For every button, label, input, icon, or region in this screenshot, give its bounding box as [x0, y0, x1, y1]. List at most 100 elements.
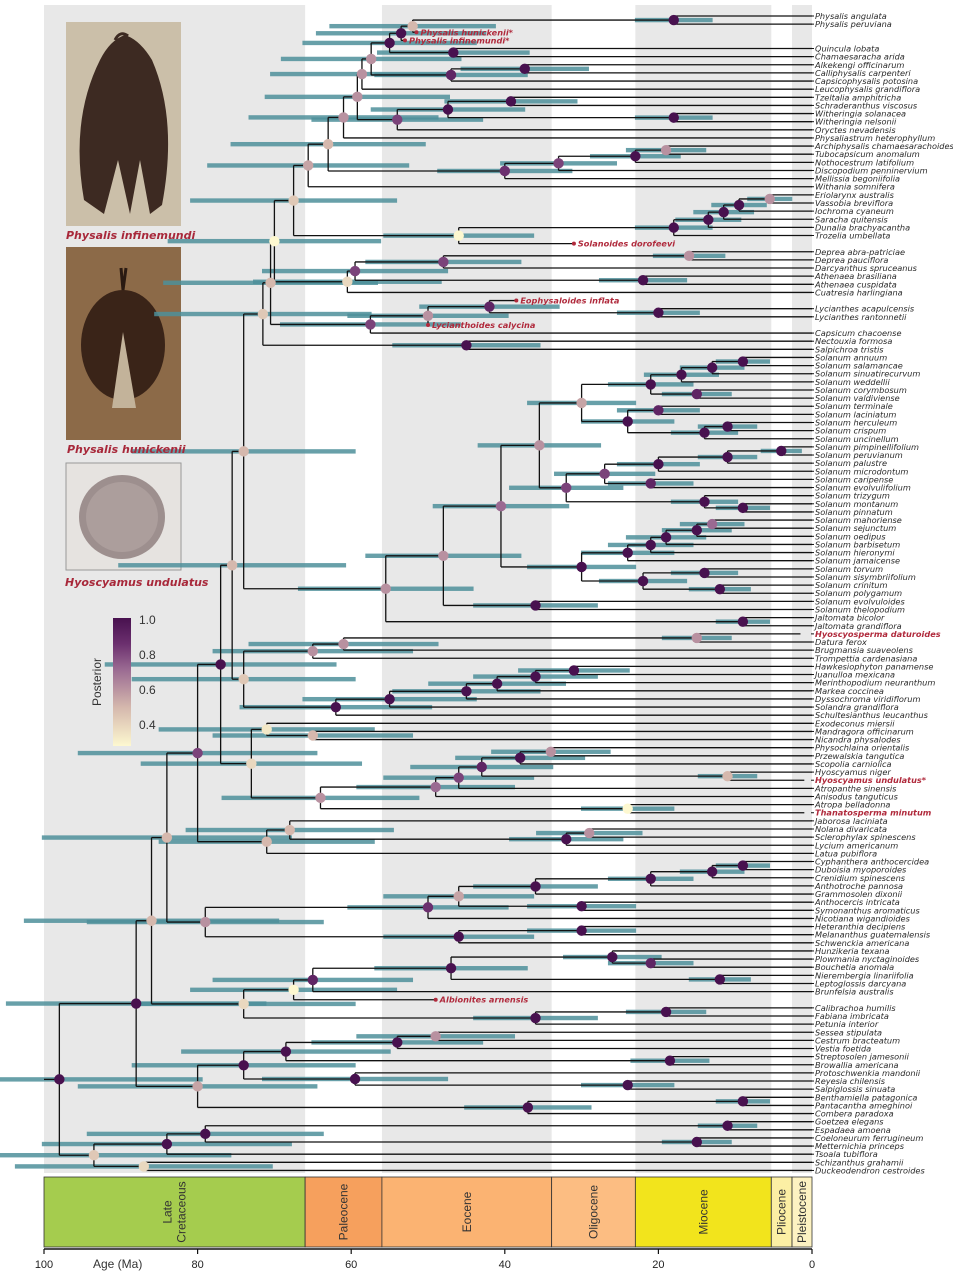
taxon-label: Calibrachoa humilis [815, 1003, 896, 1013]
taxon-label: Nothocestrum latifolium [815, 157, 914, 167]
axis-tick-label: 0 [809, 1259, 815, 1271]
node-posterior-marker [519, 63, 530, 75]
period-late-cretaceous [43, 1176, 306, 1248]
taxon-label: Solanum jamaicense [815, 556, 900, 566]
figure-label-hyoscyamus-undulatus: Hyoscyamus undulatus [65, 576, 209, 589]
fossil-tip-marker [571, 241, 576, 246]
node-posterior-marker [307, 645, 318, 657]
taxon-label: Dunalia brachyacantha [815, 222, 910, 232]
taxon-label: Benthamiella patagonica [815, 1092, 917, 1102]
taxon-label: Solanum palustre [815, 458, 887, 468]
taxon-label: Pantacantha ameghinoi [815, 1100, 913, 1110]
node-posterior-marker [699, 496, 710, 507]
node-posterior-marker [691, 388, 702, 400]
node-posterior-marker [764, 193, 775, 205]
node-posterior-marker [315, 792, 326, 804]
taxon-label: Mellissia begoniifolia [815, 174, 900, 184]
taxon-label: Goetzea elegans [815, 1117, 884, 1127]
node-posterior-marker [322, 138, 334, 150]
legend-tick-0-6: 0.6 [139, 683, 156, 697]
fossil-taxon-label: Lycianthoides calycina [432, 320, 535, 330]
taxon-label: Solanum sisymbriifolium [815, 572, 916, 582]
node-posterior-marker [714, 974, 726, 985]
node-posterior-marker [257, 308, 269, 320]
node-posterior-marker [130, 998, 142, 1009]
taxon-label: Solanum uncinellum [815, 434, 899, 444]
node-posterior-marker [453, 772, 464, 783]
node-posterior-marker [438, 550, 449, 561]
node-posterior-marker [392, 1037, 403, 1048]
node-posterior-marker [576, 397, 587, 409]
taxon-label: Fabiana imbricata [815, 1011, 889, 1021]
node-posterior-marker [514, 752, 526, 764]
taxon-label: Solanum annuum [815, 352, 887, 362]
node-posterior-marker [664, 1055, 676, 1066]
taxon-label: Salpichroa tristis [815, 344, 884, 354]
node-posterior-marker [307, 730, 318, 741]
taxon-label: Witheringia nelsonii [815, 117, 897, 127]
node-posterior-marker [192, 1081, 203, 1092]
period-label: Pleistocene [795, 1181, 809, 1243]
period-miocene [634, 1176, 772, 1248]
node-posterior-marker [576, 901, 587, 912]
node-posterior-marker [226, 560, 238, 571]
taxon-label: Lycianthes acapulcensis [815, 304, 915, 314]
node-posterior-marker [776, 445, 787, 457]
node-posterior-marker [668, 14, 679, 26]
taxon-label: Sessea stipulata [815, 1027, 882, 1037]
taxon-label: Chamaesaracha arida [815, 52, 905, 62]
taxon-label: Duckeodendron cestroides [815, 1165, 925, 1175]
taxon-label: Deprea pauciflora [815, 255, 888, 265]
taxon-label: Quincula lobata [815, 44, 879, 54]
node-posterior-marker [576, 561, 587, 573]
node-posterior-marker [288, 984, 299, 996]
node-posterior-marker [714, 583, 726, 595]
node-posterior-marker [445, 963, 457, 974]
node-posterior-marker [645, 379, 656, 390]
node-posterior-marker [653, 458, 664, 470]
node-posterior-marker [737, 860, 749, 871]
fossil-tip-marker [414, 30, 419, 35]
node-posterior-marker [200, 1128, 211, 1140]
node-posterior-marker [622, 547, 633, 559]
node-posterior-marker [395, 28, 407, 39]
node-posterior-marker [330, 701, 342, 713]
fossil-taxon-label: Eophysaloides inflata [520, 296, 619, 306]
node-markers [54, 14, 787, 1172]
node-posterior-marker [88, 1150, 100, 1161]
taxon-label: Sclerophylax spinescens [815, 832, 916, 842]
period-paleocene [304, 1176, 383, 1248]
taxon-label: Datura ferox [815, 637, 867, 647]
taxon-label: Duboisia myoporoides [815, 865, 907, 875]
taxon-label: Coeloneurum ferrugineum [815, 1133, 923, 1143]
node-posterior-marker [384, 37, 395, 49]
hyoscyamus-undulatus-image [65, 462, 182, 571]
taxon-label: Streptosolen jamesonii [815, 1052, 910, 1062]
node-posterior-marker [622, 1079, 633, 1091]
taxon-label: Discopodium penninervium [815, 165, 928, 175]
fossil-taxon-label: Solanoides dorofeevi [578, 239, 675, 249]
node-posterior-marker [505, 96, 517, 107]
taxon-label: Hunzikeria texana [815, 946, 889, 956]
fossil-taxon-label: Physalis hunickenii* [420, 27, 513, 37]
node-posterior-marker [161, 1138, 173, 1150]
taxon-label: Capsicophysalis potosina [815, 76, 918, 86]
node-posterior-marker [476, 761, 487, 773]
node-posterior-marker [261, 724, 272, 735]
fossil-taxon-label: Hyoscyamus undulatus* [815, 775, 927, 785]
node-posterior-marker [645, 539, 656, 551]
taxon-label: Trompettia cardenasiana [815, 653, 917, 663]
taxon-label: Atropa belladonna [814, 800, 890, 810]
taxon-label: Lycium americanum [815, 840, 898, 850]
node-posterior-marker [645, 478, 656, 489]
taxon-label: Cestrum bracteatum [815, 1035, 900, 1045]
node-posterior-marker [54, 1074, 65, 1085]
node-posterior-marker [448, 47, 459, 58]
taxon-label: Schultesianthus leucanthus [815, 710, 929, 720]
taxon-label: Solanum corymbosum [815, 385, 907, 395]
node-posterior-marker [668, 112, 679, 123]
axis-tick-label: 100 [35, 1259, 53, 1271]
node-posterior-marker [384, 693, 395, 705]
taxon-label: Grammosolen dixonii [815, 889, 903, 899]
node-posterior-marker [737, 1096, 749, 1107]
